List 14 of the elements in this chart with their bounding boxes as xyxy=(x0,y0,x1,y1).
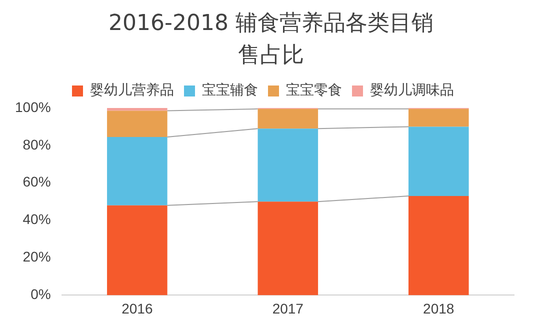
y-tick-label: 100% xyxy=(14,98,51,115)
x-tick-label: 2018 xyxy=(423,300,454,316)
legend-label: 宝宝零食 xyxy=(286,82,342,99)
chart-title: 2016-2018 辅食营养品各类目销售占比 xyxy=(108,10,434,70)
legend-label: 宝宝辅食 xyxy=(202,82,258,99)
x-tick-label: 2017 xyxy=(272,300,304,316)
y-tick-label: 0% xyxy=(30,286,51,302)
y-tick-label: 60% xyxy=(22,174,51,190)
legend-label: 婴幼儿调味品 xyxy=(370,82,454,99)
x-tick-label: 2016 xyxy=(122,300,153,316)
y-tick-label: 20% xyxy=(22,248,51,265)
y-tick-label: 80% xyxy=(22,136,51,152)
legend-label: 婴幼儿营养品 xyxy=(90,82,174,99)
y-tick-label: 40% xyxy=(22,211,51,228)
